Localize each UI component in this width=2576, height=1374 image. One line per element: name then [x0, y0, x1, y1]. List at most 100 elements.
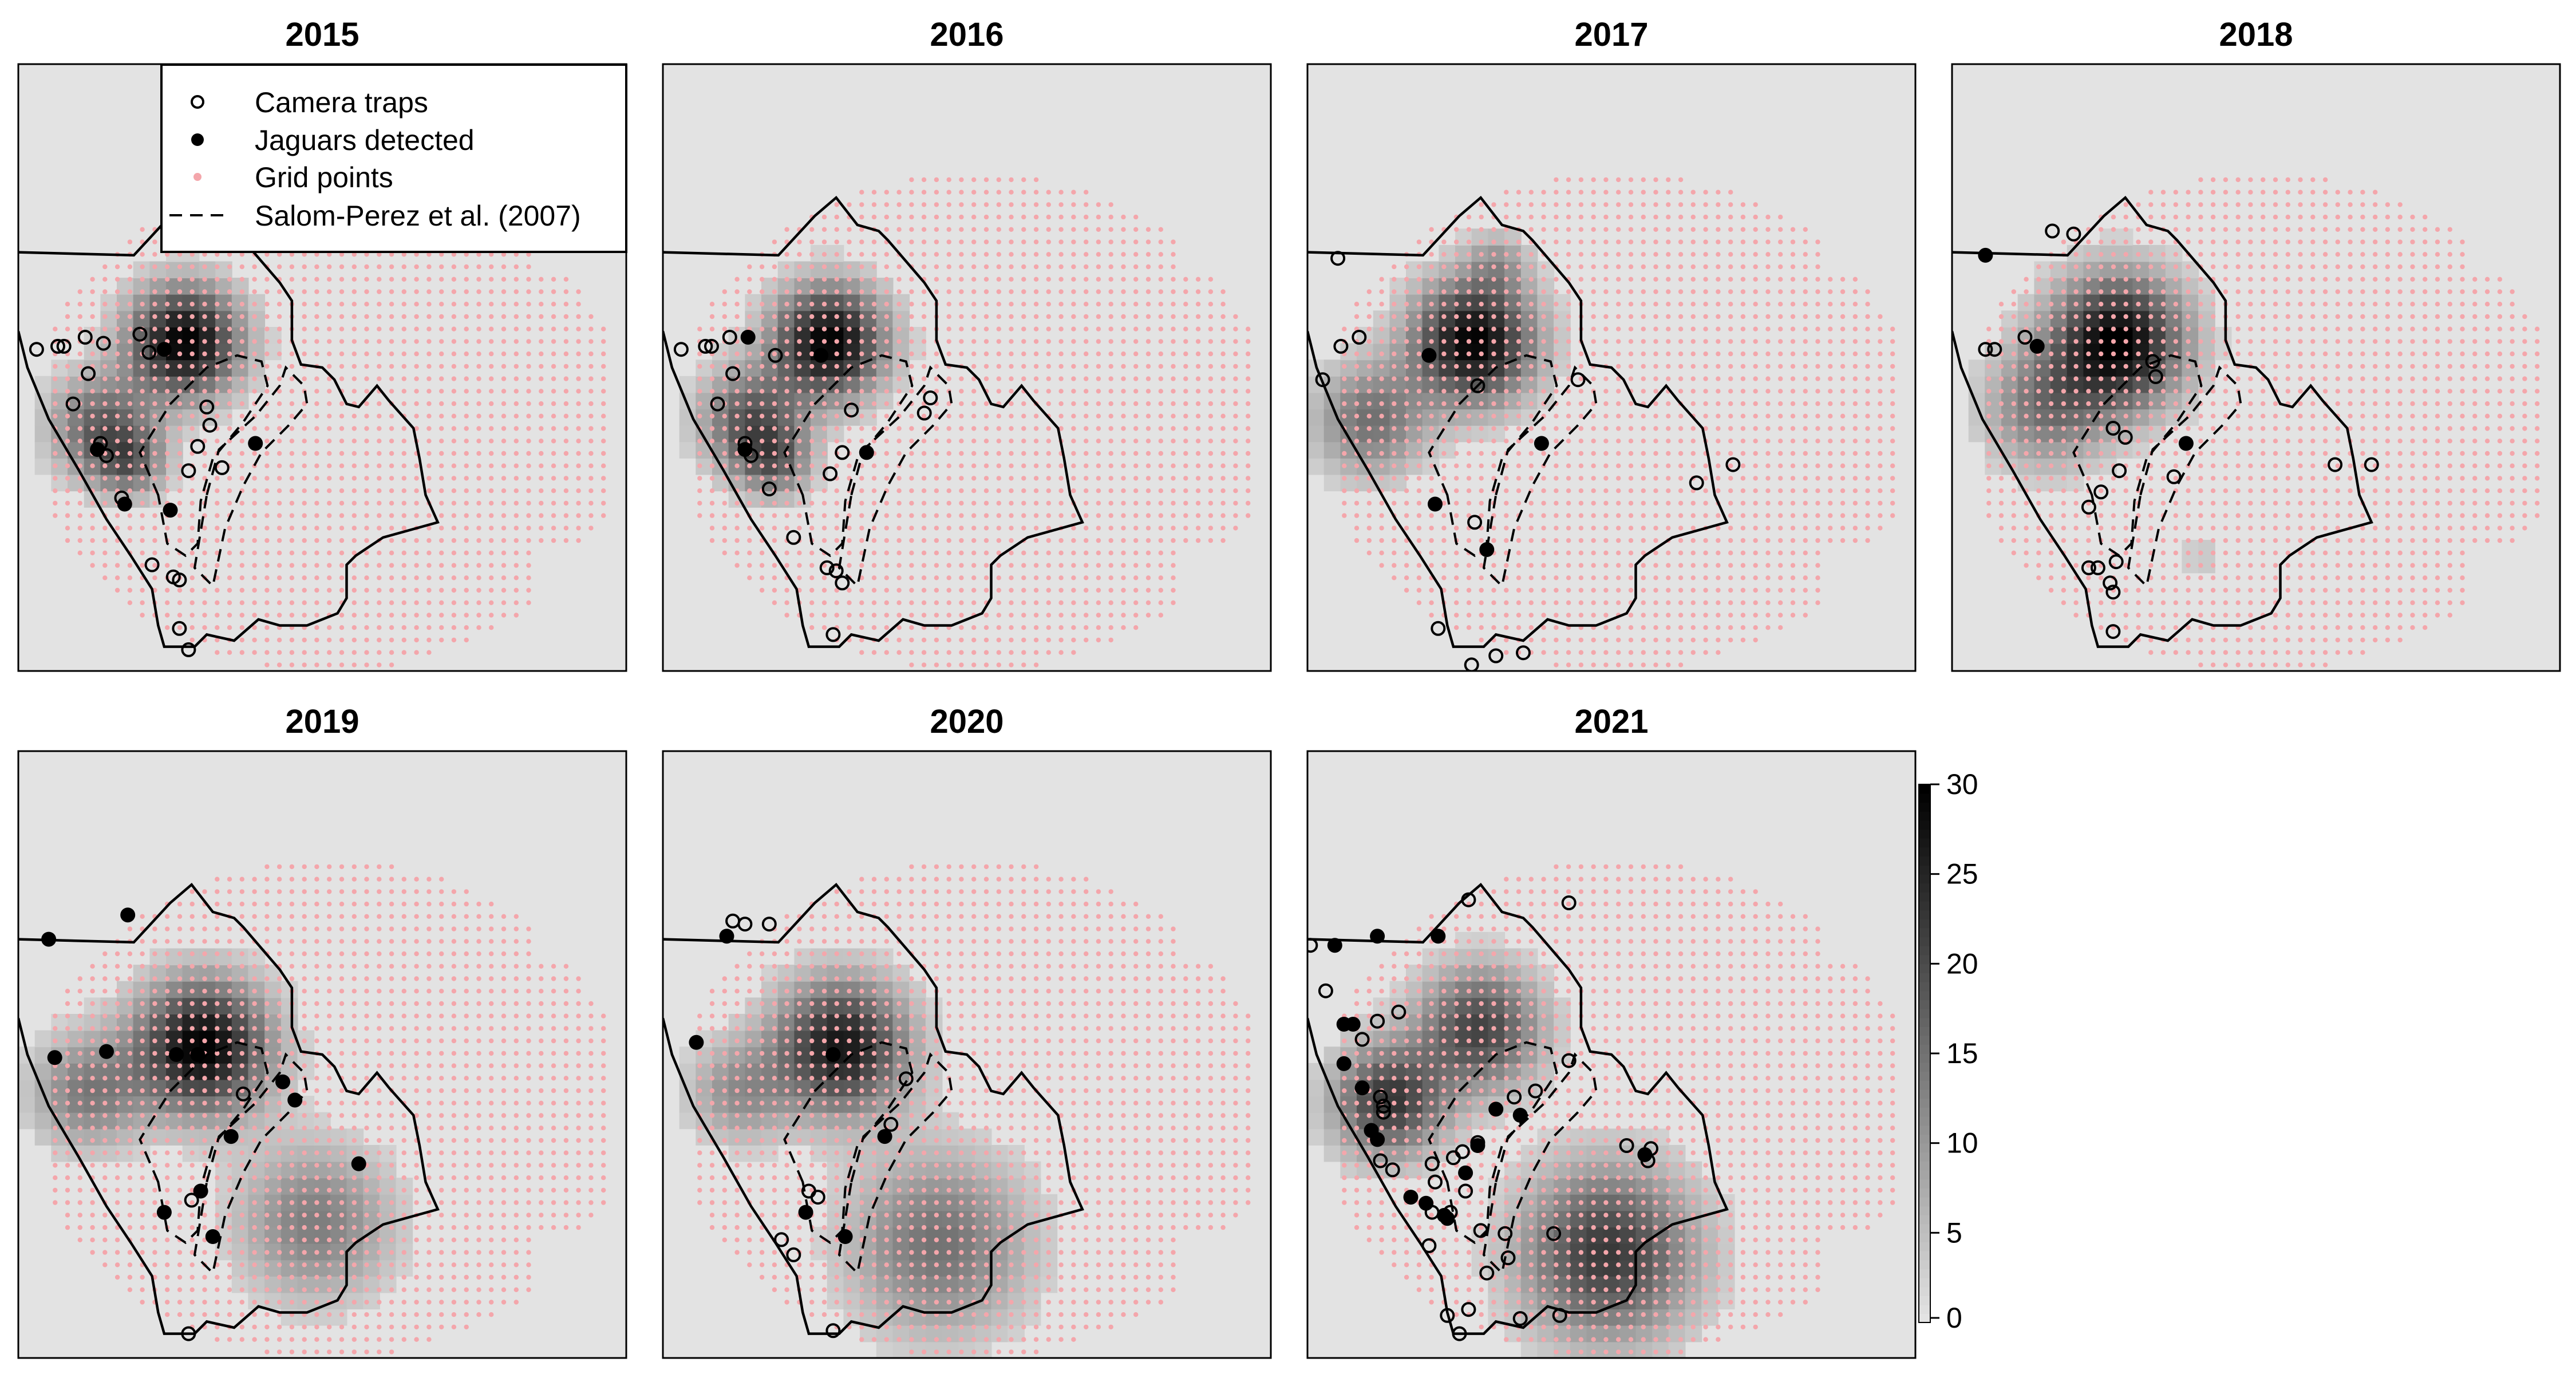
grid-point: [1429, 538, 1434, 543]
grid-point: [1578, 637, 1584, 643]
grid-point: [1653, 625, 1658, 630]
grid-point: [551, 426, 556, 431]
grid-point: [215, 500, 220, 506]
grid-point: [90, 550, 95, 555]
grid-point: [747, 575, 752, 581]
heat-cell: [149, 294, 167, 311]
heat-cell: [1537, 343, 1555, 361]
grid-point: [302, 451, 307, 456]
grid-point: [834, 439, 839, 444]
grid-point: [909, 637, 914, 643]
grid-point: [1628, 650, 1634, 655]
grid-point: [946, 600, 951, 605]
grid-point: [996, 413, 1001, 418]
grid-point: [1009, 500, 1014, 506]
grid-point: [1195, 314, 1201, 319]
grid-point: [302, 401, 307, 406]
grid-point: [1108, 476, 1113, 481]
grid-point: [90, 289, 95, 294]
grid-point: [1466, 227, 1472, 232]
heat-cell: [1439, 294, 1456, 311]
grid-point: [1678, 538, 1684, 543]
heat-cell: [199, 343, 216, 361]
grid-point: [1021, 587, 1026, 593]
grid-point: [1628, 289, 1634, 294]
grid-point: [102, 326, 108, 331]
grid-point: [1666, 202, 1671, 207]
grid-point: [539, 500, 544, 506]
grid-point: [1703, 637, 1708, 643]
grid-point: [426, 401, 432, 406]
grid-point: [563, 351, 569, 357]
grid-point: [239, 277, 244, 282]
grid-point: [526, 302, 531, 307]
grid-point: [1765, 277, 1771, 282]
grid-point: [1603, 227, 1609, 232]
grid-point: [1616, 550, 1621, 555]
grid-point: [1429, 587, 1434, 593]
heat-cell: [1439, 261, 1456, 279]
grid-point: [1416, 339, 1422, 344]
grid-point: [1516, 538, 1522, 543]
heat-cell: [1389, 294, 1407, 311]
grid-point: [847, 376, 852, 381]
grid-point: [77, 463, 82, 468]
grid-point: [921, 177, 927, 183]
grid-point: [601, 413, 606, 418]
heat-cell: [1422, 310, 1440, 327]
grid-point: [513, 277, 519, 282]
heat-cell: [679, 441, 697, 459]
grid-point: [1852, 351, 1858, 357]
grid-point: [1616, 526, 1621, 531]
grid-point: [1466, 439, 1472, 444]
grid-point: [588, 376, 594, 381]
grid-point: [276, 401, 282, 406]
grid-point: [252, 426, 257, 431]
grid-point: [1566, 439, 1571, 444]
grid-point: [834, 264, 839, 270]
grid-point: [1703, 613, 1708, 618]
grid-point: [364, 339, 369, 344]
grid-point: [401, 326, 406, 331]
grid-point: [1220, 413, 1226, 418]
grid-point: [934, 227, 939, 232]
grid-point: [1404, 264, 1409, 270]
grid-point: [1084, 439, 1089, 444]
grid-point: [165, 277, 170, 282]
camera-trap-marker: [29, 342, 44, 357]
grid-point: [1666, 463, 1671, 468]
grid-point: [1678, 625, 1684, 630]
grid-point: [996, 314, 1001, 319]
grid-point: [489, 587, 494, 593]
grid-point: [1195, 463, 1201, 468]
grid-point: [90, 326, 95, 331]
grid-point: [1096, 302, 1101, 307]
grid-point: [1803, 613, 1808, 618]
grid-point: [1096, 252, 1101, 257]
grid-point: [996, 463, 1001, 468]
grid-point: [276, 575, 282, 581]
grid-point: [697, 364, 702, 369]
grid-point: [834, 413, 839, 418]
grid-point: [1753, 575, 1758, 581]
grid-point: [1416, 314, 1422, 319]
grid-point: [1084, 575, 1089, 581]
grid-point: [576, 351, 581, 357]
grid-point: [1479, 587, 1484, 593]
grid-point: [1753, 413, 1758, 418]
grid-point: [784, 401, 789, 406]
grid-point: [501, 488, 507, 493]
grid-point: [971, 189, 977, 195]
grid-point: [1404, 326, 1409, 331]
grid-point: [1158, 326, 1163, 331]
grid-point: [809, 326, 815, 331]
grid-point: [1021, 339, 1026, 344]
grid-point: [871, 587, 877, 593]
grid-point: [1392, 563, 1397, 568]
grid-point: [276, 513, 282, 518]
grid-points: [53, 177, 606, 668]
heat-cell: [133, 392, 151, 410]
grid-point: [821, 239, 827, 244]
grid-point: [1852, 277, 1858, 282]
grid-point: [114, 289, 120, 294]
